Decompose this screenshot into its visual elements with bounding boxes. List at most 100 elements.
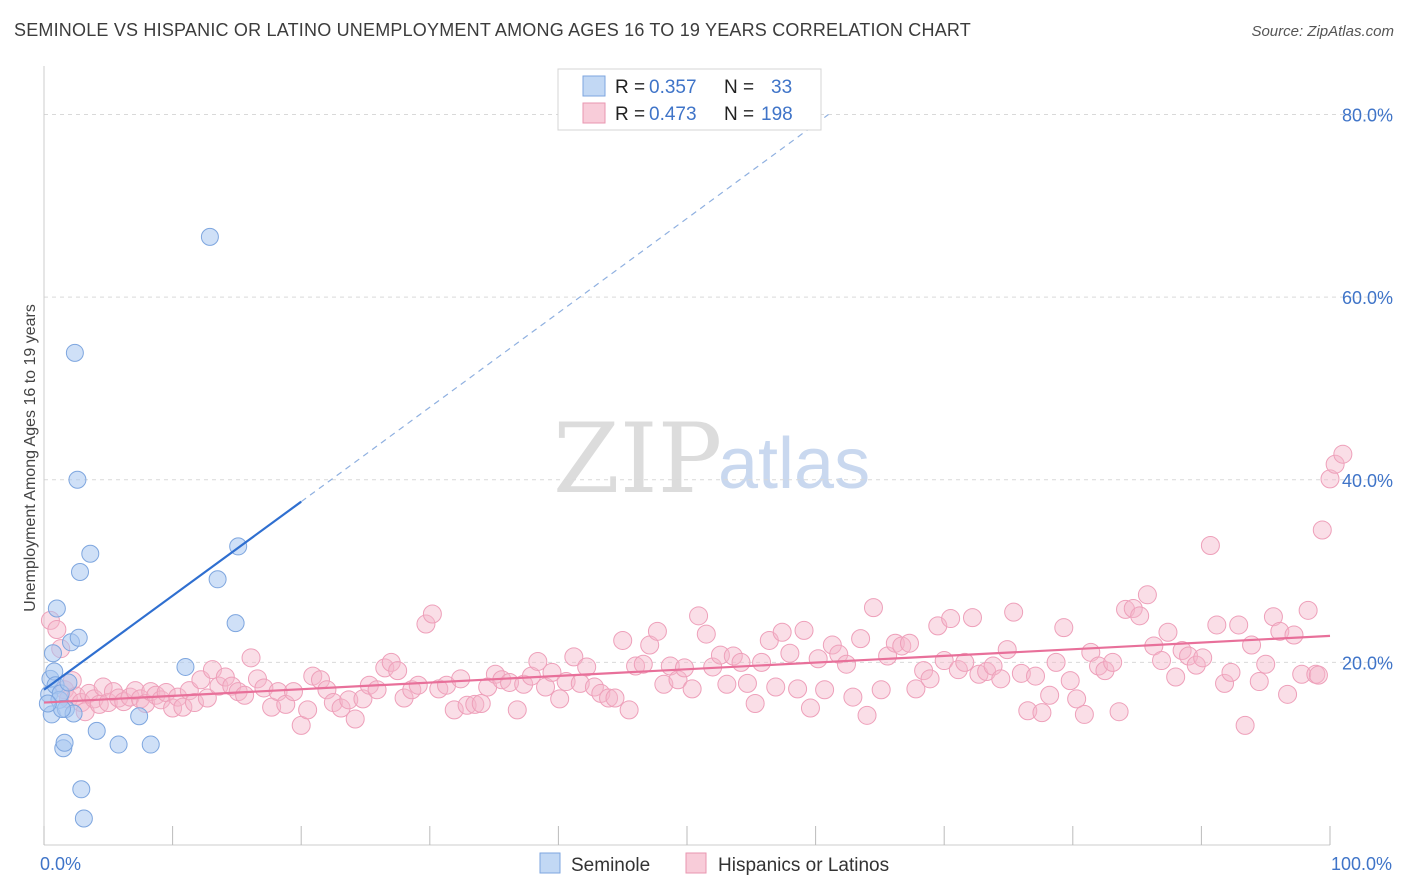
legend-n-value-1: 33 xyxy=(771,77,792,98)
hispanic-point xyxy=(283,682,303,702)
hispanic-point xyxy=(1235,715,1255,735)
hispanic-point xyxy=(1054,618,1074,638)
hispanic-point xyxy=(906,679,926,699)
hispanic-point xyxy=(829,644,849,664)
hispanic-point xyxy=(737,673,757,693)
hispanic-point xyxy=(1060,671,1080,691)
hispanic-point xyxy=(752,652,772,672)
hispanic-point xyxy=(599,688,619,708)
hispanic-point xyxy=(808,649,828,669)
correlation-legend: R = 0.357 N = 33 R = 0.473 N = 198 xyxy=(557,68,822,131)
hispanic-point xyxy=(863,598,883,618)
hispanic-point xyxy=(317,680,337,700)
hispanic-point xyxy=(689,606,709,626)
hispanic-point xyxy=(955,652,975,672)
hispanic-point xyxy=(1074,704,1094,724)
y-tick-label: 20.0% xyxy=(1342,653,1393,673)
seminole-point xyxy=(72,780,91,799)
seminole-trend-line xyxy=(43,500,302,691)
hispanic-point xyxy=(682,679,702,699)
bottom-legend-swatch-hispanic xyxy=(685,852,707,874)
x-tick-label: 0.0% xyxy=(40,854,81,874)
seminole-point xyxy=(200,227,219,246)
hispanic-point xyxy=(1032,703,1052,723)
hispanic-point xyxy=(766,677,786,697)
hispanic-point xyxy=(416,614,436,634)
hispanic-point xyxy=(851,629,871,649)
x-tick-label: 100.0% xyxy=(1331,854,1392,874)
hispanic-point xyxy=(1130,606,1150,626)
hispanic-point xyxy=(1320,469,1340,489)
seminole-point xyxy=(87,721,106,740)
hispanic-point xyxy=(1046,652,1066,672)
legend-swatch-hispanic xyxy=(582,102,606,124)
gridlines xyxy=(44,114,1393,663)
hispanic-point xyxy=(619,700,639,720)
seminole-point xyxy=(65,343,84,362)
hispanic-point xyxy=(1256,654,1276,674)
seminole-point xyxy=(38,694,57,713)
hispanic-point xyxy=(941,609,961,629)
watermark-zip: ZIP xyxy=(553,403,722,515)
hispanic-point xyxy=(1221,662,1241,682)
hispanic-point xyxy=(899,633,919,653)
hispanic-point xyxy=(1123,599,1143,619)
hispanic-point xyxy=(1186,655,1206,675)
seminole-points xyxy=(38,227,248,828)
seminole-point xyxy=(55,733,74,752)
hispanic-point xyxy=(1172,641,1192,661)
hispanic-point xyxy=(93,677,113,697)
hispanic-point xyxy=(444,700,464,720)
tick-labels: 20.0% 40.0% 60.0% 80.0% 0.0% 100.0% xyxy=(40,106,1393,874)
hispanic-point xyxy=(1011,663,1031,683)
hispanic-point xyxy=(528,651,548,671)
hispanic-point xyxy=(991,669,1011,689)
hispanic-point xyxy=(1193,648,1213,668)
hispanic-point xyxy=(1004,602,1024,622)
hispanic-point xyxy=(47,620,67,640)
hispanic-point xyxy=(997,640,1017,660)
hispanic-point xyxy=(1215,673,1235,693)
hispanic-point xyxy=(1040,685,1060,705)
hispanic-point xyxy=(1095,661,1115,681)
bottom-legend-hispanic: Hispanics or Latinos xyxy=(718,855,889,876)
hispanic-point xyxy=(184,693,204,713)
hispanic-point xyxy=(514,674,534,694)
hispanic-point xyxy=(892,636,912,656)
hispanic-point xyxy=(451,669,471,689)
hispanic-point xyxy=(1278,684,1298,704)
hispanic-point xyxy=(788,679,808,699)
hispanic-point xyxy=(564,647,584,667)
hispanic-point xyxy=(654,674,674,694)
hispanic-point xyxy=(871,680,891,700)
hispanic-point xyxy=(465,694,485,714)
hispanic-point xyxy=(1270,621,1290,641)
hispanic-point xyxy=(367,680,387,700)
legend-r-label-2: R = xyxy=(615,104,645,125)
chart-source: Source: ZipAtlas.com xyxy=(1251,23,1394,40)
hispanic-point xyxy=(1116,599,1136,619)
y-tick-label: 80.0% xyxy=(1342,106,1393,126)
trend-lines xyxy=(43,114,1331,704)
hispanic-point xyxy=(1166,667,1186,687)
hispanic-point xyxy=(857,705,877,725)
hispanic-point xyxy=(1292,664,1312,684)
hispanic-point xyxy=(717,674,737,694)
hispanic-point xyxy=(626,656,646,676)
seminole-point xyxy=(141,735,160,754)
seminole-point xyxy=(44,644,63,663)
seminole-point xyxy=(71,562,90,581)
hispanic-point xyxy=(507,700,527,720)
hispanic-point xyxy=(1325,454,1345,474)
y-tick-label: 60.0% xyxy=(1342,288,1393,308)
seminole-point xyxy=(226,614,245,633)
hispanic-point xyxy=(843,687,863,707)
hispanic-point xyxy=(222,676,242,696)
hispanic-point xyxy=(815,680,835,700)
seminole-point xyxy=(130,707,149,726)
seminole-point xyxy=(109,735,128,754)
hispanic-point xyxy=(780,643,800,663)
hispanic-point xyxy=(1312,520,1332,540)
hispanic-point xyxy=(1229,615,1249,635)
